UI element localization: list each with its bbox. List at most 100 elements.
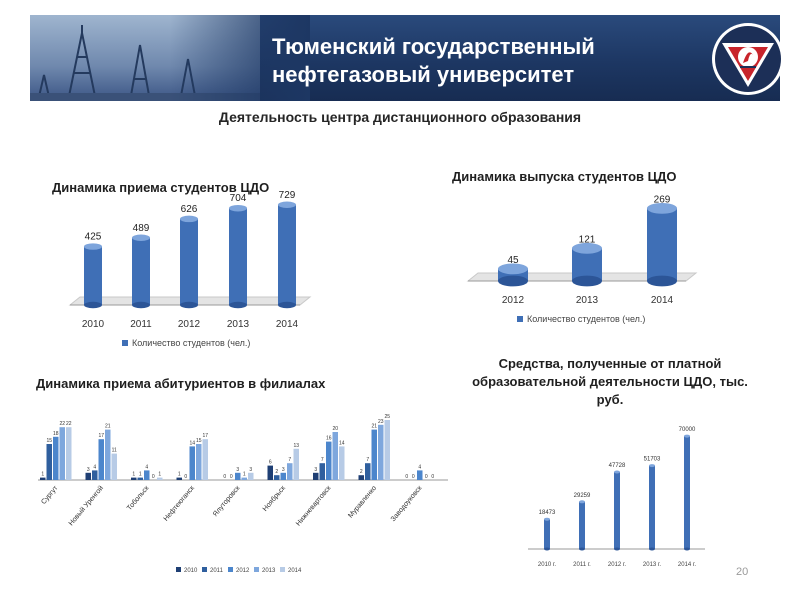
chart3-value-Нефтеюганск-2010: 1 bbox=[178, 472, 181, 478]
chart3-value-Тобольск-2011: 1 bbox=[139, 472, 142, 478]
chart1-value-2011: 489 bbox=[133, 223, 150, 234]
chart3-value-Сургут-2014: 22 bbox=[66, 421, 72, 427]
chart4-bar-4 bbox=[684, 434, 690, 551]
chart3-value-Заводоуковск-2010: 0 bbox=[405, 474, 408, 480]
chart3-value-Тобольск-2010: 1 bbox=[132, 472, 135, 478]
chart3-value-Ноябрьск-2010: 6 bbox=[269, 460, 272, 466]
chart3-bar-Сургут-2012 bbox=[53, 436, 59, 480]
chart3-bar-Новый Уренгой-2014 bbox=[111, 453, 117, 480]
chart3-value-Нефтеюганск-2012: 14 bbox=[189, 440, 195, 446]
chart1-value-2010: 425 bbox=[85, 232, 102, 243]
chart1-bar-2011 bbox=[132, 234, 150, 309]
chart3-bar-Новый Уренгой-2012 bbox=[98, 439, 104, 480]
chart1-bar-2012 bbox=[180, 215, 198, 309]
chart3-legend-swatch-2011 bbox=[202, 567, 207, 572]
chart2-value-2013: 121 bbox=[579, 234, 596, 245]
chart3-legend-swatch-2012 bbox=[228, 567, 233, 572]
chart3-value-Ноябрьск-2012: 3 bbox=[282, 467, 285, 473]
chart3-value-Тобольск-2013: 0 bbox=[152, 474, 155, 480]
chart2-legend-swatch bbox=[517, 316, 523, 322]
chart3-bar-Ноябрьск-2010 bbox=[267, 465, 273, 480]
chart4-value-1: 29259 bbox=[574, 493, 591, 499]
chart3-value-Заводоуковск-2014: 0 bbox=[431, 474, 434, 480]
chart3-value-Нижневартовск-2011: 7 bbox=[321, 457, 324, 463]
chart3-value-Заводоуковск-2011: 0 bbox=[412, 474, 415, 480]
chart3-bar-Нижневартовск-2013 bbox=[332, 432, 338, 480]
chart3-value-Муравленко-2014: 25 bbox=[384, 414, 390, 420]
chart4-title-line-1: Средства, полученные от платной bbox=[498, 356, 722, 371]
chart3-bar-Сургут-2013 bbox=[59, 427, 65, 480]
chart4-tick-4: 2014 г. bbox=[678, 562, 696, 568]
chart3-bar-Муравленко-2011 bbox=[365, 463, 371, 480]
chart3-legend-swatch-2010 bbox=[176, 567, 181, 572]
chart3-bar-Муравленко-2013 bbox=[378, 424, 384, 480]
chart3-bar-Муравленко-2012 bbox=[371, 429, 377, 480]
chart3-value-Сургут-2011: 15 bbox=[46, 438, 52, 444]
chart1-legend-swatch bbox=[122, 340, 128, 346]
chart3-value-Муравленко-2010: 2 bbox=[360, 469, 363, 475]
chart4-title: Средства, полученные от платной образова… bbox=[420, 355, 800, 409]
chart3-bar-Нижневартовск-2010 bbox=[313, 472, 319, 480]
chart3-value-Нефтеюганск-2014: 17 bbox=[202, 433, 208, 439]
chart3-tick-7: Муравленко bbox=[347, 485, 378, 520]
chart3-value-Нефтеюганск-2013: 15 bbox=[196, 438, 202, 444]
chart3-bar-Ноябрьск-2013 bbox=[287, 463, 293, 480]
chart3-bar-Заводоуковск-2012 bbox=[417, 470, 423, 480]
chart3-value-Новый Уренгой-2011: 4 bbox=[93, 464, 96, 470]
chart3-tick-3: Нефтеюганск bbox=[163, 484, 197, 523]
chart4-title-line-3: руб. bbox=[596, 392, 624, 407]
chart3-bar-Ялуторовск-2014 bbox=[248, 472, 254, 480]
chart3-value-Сургут-2012: 18 bbox=[53, 431, 59, 437]
chart3-value-Тобольск-2014: 1 bbox=[158, 472, 161, 478]
chart4-tick-0: 2010 г. bbox=[538, 562, 556, 568]
chart3-value-Ялуторовск-2013: 1 bbox=[243, 472, 246, 478]
chart2-tick-2012: 2012 bbox=[502, 295, 525, 306]
chart3-value-Ялуторовск-2010: 0 bbox=[223, 474, 226, 480]
chart3-tick-2: Тобольск bbox=[125, 483, 151, 512]
chart3-title: Динамика приема абитуриентов в филиалах bbox=[36, 376, 326, 391]
chart3-bar-Муравленко-2010 bbox=[358, 475, 364, 480]
chart3-bar-Нижневартовск-2011 bbox=[319, 463, 325, 480]
chart4-value-2: 47728 bbox=[609, 463, 626, 469]
chart3-value-Муравленко-2011: 7 bbox=[366, 457, 369, 463]
chart3-bar-Нефтеюганск-2013 bbox=[196, 444, 202, 480]
chart3-bar-Ноябрьск-2014 bbox=[293, 448, 299, 480]
chart2-value-2012: 45 bbox=[507, 255, 519, 266]
chart3-value-Новый Уренгой-2010: 3 bbox=[87, 467, 90, 473]
chart3-bar-Ноябрьск-2011 bbox=[274, 475, 280, 480]
chart2-title: Динамика выпуска студентов ЦДО bbox=[452, 169, 677, 184]
chart3-value-Сургут-2013: 22 bbox=[59, 421, 65, 427]
chart3-value-Сургут-2010: 1 bbox=[41, 472, 44, 478]
chart2-bar-2013 bbox=[572, 242, 602, 287]
chart3-bar-Ноябрьск-2012 bbox=[280, 472, 286, 480]
chart3-value-Ноябрьск-2014: 13 bbox=[293, 443, 299, 449]
chart1-tick-2011: 2011 bbox=[130, 319, 152, 330]
chart3-value-Заводоуковск-2013: 0 bbox=[425, 474, 428, 480]
chart3-value-Тобольск-2012: 4 bbox=[145, 464, 148, 470]
chart3-value-Нефтеюганск-2011: 0 bbox=[184, 474, 187, 480]
chart1-tick-2014: 2014 bbox=[276, 319, 299, 330]
university-title: Тюменский государственный нефтегазовый у… bbox=[272, 33, 595, 89]
chart3-value-Новый Уренгой-2012: 17 bbox=[98, 433, 104, 439]
chart4-bar-3 bbox=[649, 464, 655, 551]
chart3-tick-8: Заводоуковск bbox=[390, 484, 424, 523]
chart3-legend-swatch-2014 bbox=[280, 567, 285, 572]
chart3-bar-Нефтеюганск-2012 bbox=[189, 446, 195, 480]
chart3-tick-5: Ноябрьск bbox=[261, 483, 288, 512]
chart3-tick-4: Ялуторовск bbox=[212, 484, 242, 518]
chart1-bar-2010 bbox=[84, 243, 102, 309]
chart4-tick-3: 2013 г. bbox=[643, 562, 661, 568]
chart1-tick-2013: 2013 bbox=[227, 319, 250, 330]
chart3-value-Нижневартовск-2010: 3 bbox=[314, 467, 317, 473]
chart1-bar-2013 bbox=[229, 204, 247, 309]
chart3-bar-Сургут-2010 bbox=[40, 477, 46, 480]
chart3-tick-0: Сургут bbox=[40, 484, 60, 506]
chart4-value-3: 51703 bbox=[644, 457, 661, 463]
chart3-value-Муравленко-2012: 21 bbox=[371, 424, 377, 430]
chart3-legend-label-2012: 2012 bbox=[236, 568, 250, 574]
title-line-2: нефтегазовый университет bbox=[272, 62, 575, 87]
chart3-value-Ялуторовск-2012: 3 bbox=[236, 467, 239, 473]
page-subtitle: Деятельность центра дистанционного образ… bbox=[218, 109, 582, 125]
chart3-bar-Тобольск-2010 bbox=[131, 477, 137, 480]
